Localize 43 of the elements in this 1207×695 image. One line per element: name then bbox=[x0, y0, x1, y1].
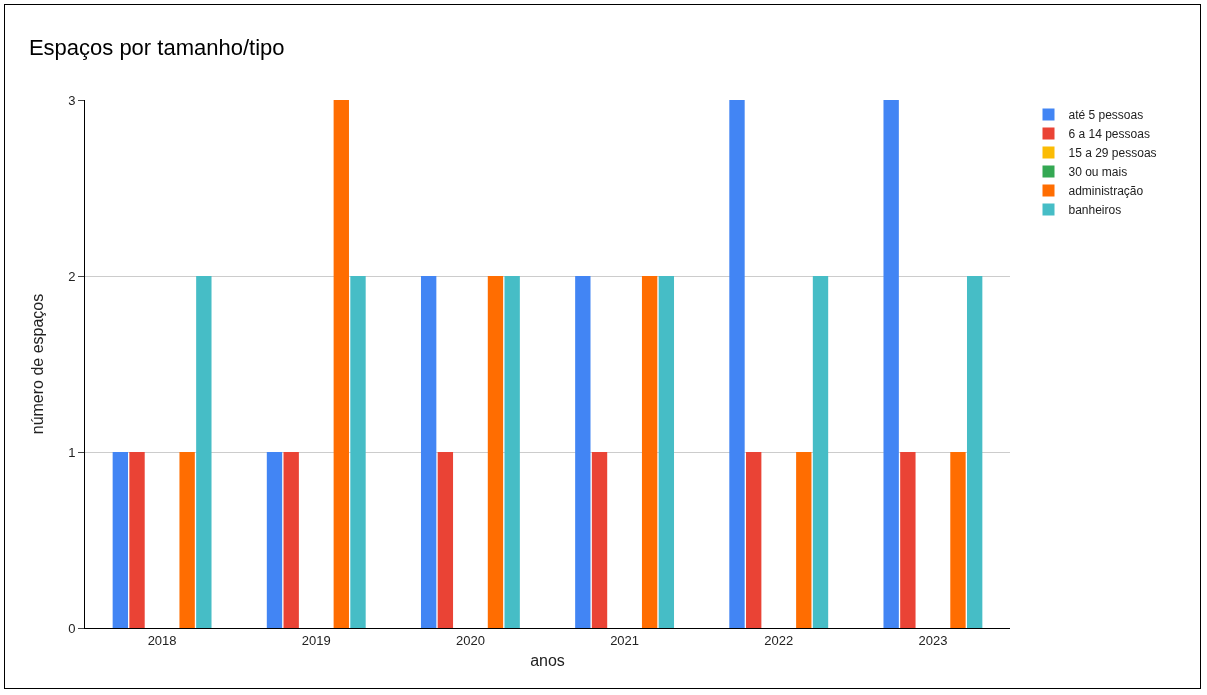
bar bbox=[487, 276, 504, 628]
y-axis-title: número de espaços bbox=[29, 293, 46, 435]
legend-label: banheiros bbox=[1068, 203, 1122, 218]
legend-label: até 5 pessoas bbox=[1068, 108, 1144, 123]
bar bbox=[112, 452, 129, 628]
bar bbox=[729, 100, 745, 628]
bar bbox=[196, 276, 212, 628]
bar bbox=[950, 452, 966, 628]
bar bbox=[504, 276, 520, 628]
x-tick-label: 2019 bbox=[301, 632, 331, 648]
legend-label: 6 a 14 pessoas bbox=[1068, 127, 1150, 142]
bar bbox=[575, 276, 591, 628]
bar bbox=[658, 276, 675, 628]
bar bbox=[129, 452, 145, 628]
x-axis-title: anos bbox=[530, 652, 565, 670]
bar bbox=[883, 100, 899, 628]
x-tick-label: 2018 bbox=[147, 632, 177, 648]
chart-title: Espaços por tamanho/tipo bbox=[28, 34, 285, 60]
legend-label: 15 a 29 pessoas bbox=[1068, 146, 1157, 161]
bar bbox=[591, 452, 608, 628]
x-tick-label: 2020 bbox=[455, 632, 485, 648]
bar bbox=[796, 452, 812, 628]
x-tick-label: 2022 bbox=[764, 632, 794, 648]
bar bbox=[641, 276, 658, 628]
y-tick-label: 2 bbox=[68, 268, 76, 284]
bar bbox=[746, 452, 762, 628]
bar bbox=[179, 452, 195, 628]
bar bbox=[437, 452, 454, 628]
y-tick-label: 0 bbox=[68, 620, 76, 636]
bar bbox=[900, 452, 916, 628]
x-tick-label: 2021 bbox=[610, 632, 640, 648]
bar bbox=[350, 276, 366, 628]
bar bbox=[420, 276, 437, 628]
y-tick-label: 1 bbox=[68, 444, 76, 460]
bar bbox=[283, 452, 299, 628]
bar bbox=[266, 452, 283, 628]
legend-label: administração bbox=[1068, 184, 1144, 199]
x-tick-label: 2023 bbox=[918, 632, 948, 648]
y-tick-label: 3 bbox=[68, 92, 76, 108]
bar bbox=[966, 276, 983, 628]
bar bbox=[812, 276, 829, 628]
bar bbox=[333, 100, 349, 628]
legend-label: 30 ou mais bbox=[1068, 165, 1128, 180]
